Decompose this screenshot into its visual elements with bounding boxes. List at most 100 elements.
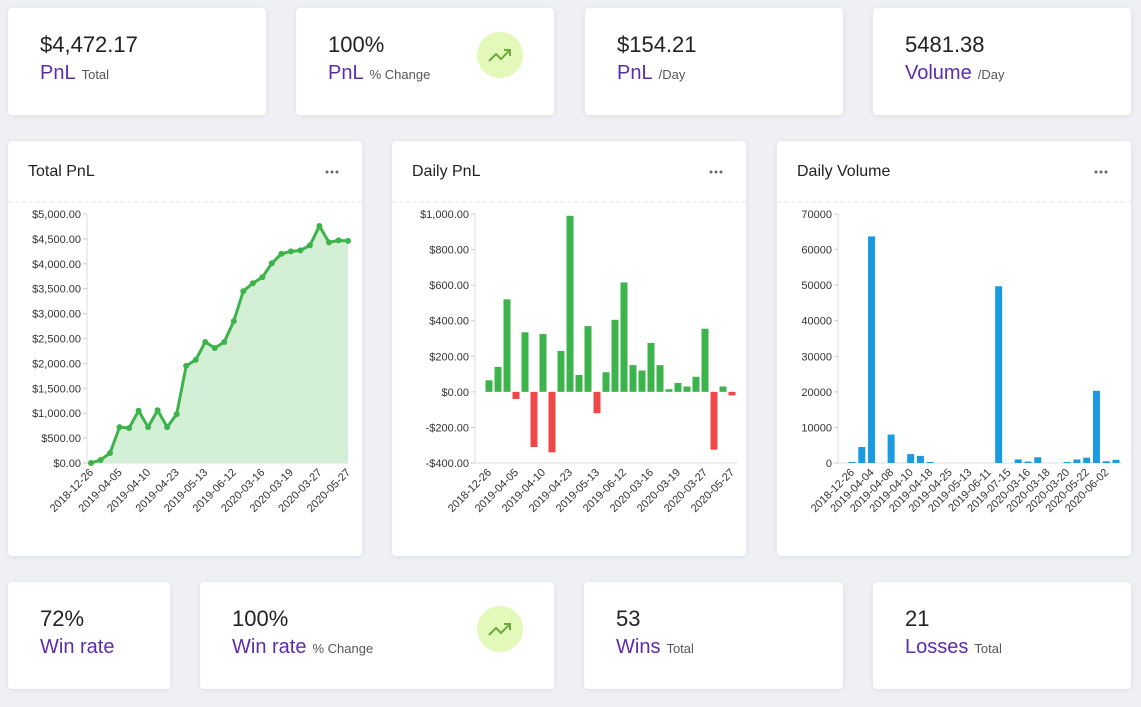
bar xyxy=(629,365,637,392)
bar xyxy=(530,391,538,447)
chart-title: Daily Volume xyxy=(797,163,890,180)
y-tick-label: 30000 xyxy=(801,351,832,363)
menu-dot xyxy=(335,170,339,174)
y-tick-label: $1,000.00 xyxy=(420,209,469,221)
bar xyxy=(638,370,646,392)
bar xyxy=(1034,457,1042,463)
point xyxy=(345,237,351,244)
y-tick-label: $2,000.00 xyxy=(32,358,81,370)
chart-card: Daily Volume 0 10000 20000 30000 40000 50000 60… xyxy=(777,141,1131,556)
stat-label: Wins Total xyxy=(616,636,694,659)
stat-sublabel: % Change xyxy=(312,641,374,656)
point xyxy=(126,425,133,432)
point xyxy=(325,239,332,246)
stat-card: 5481.38 Volume/Day xyxy=(873,8,1131,115)
bar xyxy=(548,391,556,453)
stat-label-text: PnL xyxy=(617,62,653,84)
bar xyxy=(848,461,856,463)
point xyxy=(230,318,237,325)
icon-bg xyxy=(477,606,523,652)
stat-value: 53 xyxy=(616,606,641,631)
point xyxy=(97,457,104,464)
stat-value: 5481.38 xyxy=(905,32,985,57)
bar xyxy=(521,332,529,392)
stat-label: Win rate % Change xyxy=(232,636,373,659)
bar xyxy=(1073,459,1081,463)
stat-value: $154.21 xyxy=(617,32,697,57)
stat-label: PnL/Day xyxy=(617,62,685,85)
y-tick-label: 20000 xyxy=(801,387,832,399)
chart-title: Daily PnL xyxy=(412,163,481,180)
bar xyxy=(557,350,565,392)
stat-value: $4,472.17 xyxy=(40,32,138,57)
y-tick-label: $4,000.00 xyxy=(32,259,81,271)
point xyxy=(107,450,114,457)
trend-icon xyxy=(477,606,523,652)
stat-label-text: Win rate xyxy=(40,636,115,658)
y-tick-label: $1,000.00 xyxy=(32,408,81,420)
chart: Total PnL $0.00 $500.00 $1,000.00 $1,500.00 $… xyxy=(8,163,362,515)
stat-label-text: PnL xyxy=(328,62,364,84)
point xyxy=(211,344,218,351)
stat-card: 72% Win rate xyxy=(8,582,170,689)
point xyxy=(287,248,294,255)
point xyxy=(202,338,209,345)
bar xyxy=(647,342,655,392)
bar xyxy=(674,382,682,392)
stat-label: Volume/Day xyxy=(905,62,1004,85)
point xyxy=(268,260,275,267)
icon-bg xyxy=(477,32,523,78)
stat-label-text: Win rate xyxy=(232,636,307,658)
bar xyxy=(868,236,876,463)
bar xyxy=(701,328,709,392)
bar xyxy=(1063,461,1071,463)
bar xyxy=(683,386,691,392)
bar xyxy=(1083,457,1091,463)
bar xyxy=(575,374,583,392)
point xyxy=(192,356,199,363)
bar xyxy=(512,391,520,399)
bar xyxy=(566,215,574,392)
bar xyxy=(719,386,727,392)
y-tick-label: 40000 xyxy=(801,316,832,328)
area xyxy=(91,225,348,463)
y-tick-label: $0.00 xyxy=(53,458,81,470)
y-tick-label: $3,500.00 xyxy=(32,284,81,296)
bar xyxy=(907,454,915,463)
stat-sublabel: /Day xyxy=(658,67,686,82)
menu-dot xyxy=(325,170,329,174)
bar xyxy=(611,319,619,392)
point xyxy=(135,407,142,414)
bar xyxy=(1024,461,1032,463)
y-tick-label: 0 xyxy=(826,458,832,470)
point xyxy=(240,288,247,295)
icon-arrow xyxy=(488,49,511,62)
menu-dot xyxy=(1099,170,1103,174)
point xyxy=(316,222,323,229)
point xyxy=(306,242,313,249)
stat-label-text: Volume xyxy=(905,62,972,84)
bar xyxy=(728,391,736,396)
menu-dot xyxy=(714,170,718,174)
chart: Daily Volume 0 10000 20000 30000 40000 50000 60… xyxy=(777,163,1131,515)
stat-value: 100% xyxy=(232,606,289,631)
chart-title: Total PnL xyxy=(28,163,95,180)
y-tick-label: $5,000.00 xyxy=(32,209,81,221)
point xyxy=(221,338,228,345)
menu-dot xyxy=(709,170,713,174)
menu-dot xyxy=(719,170,723,174)
bar xyxy=(1102,461,1110,463)
bar xyxy=(710,391,718,450)
y-tick-label: 50000 xyxy=(801,280,832,292)
stat-card: $154.21 PnL/Day xyxy=(585,8,843,115)
y-tick-label: $0.00 xyxy=(441,387,469,399)
y-tick-label: 70000 xyxy=(801,209,832,221)
bar xyxy=(656,365,664,392)
bar xyxy=(620,282,628,392)
point xyxy=(88,460,94,466)
bar xyxy=(926,461,934,463)
point xyxy=(259,274,266,281)
bar xyxy=(887,434,895,463)
stat-label: PnL Total xyxy=(40,62,109,85)
bar xyxy=(1092,390,1100,463)
